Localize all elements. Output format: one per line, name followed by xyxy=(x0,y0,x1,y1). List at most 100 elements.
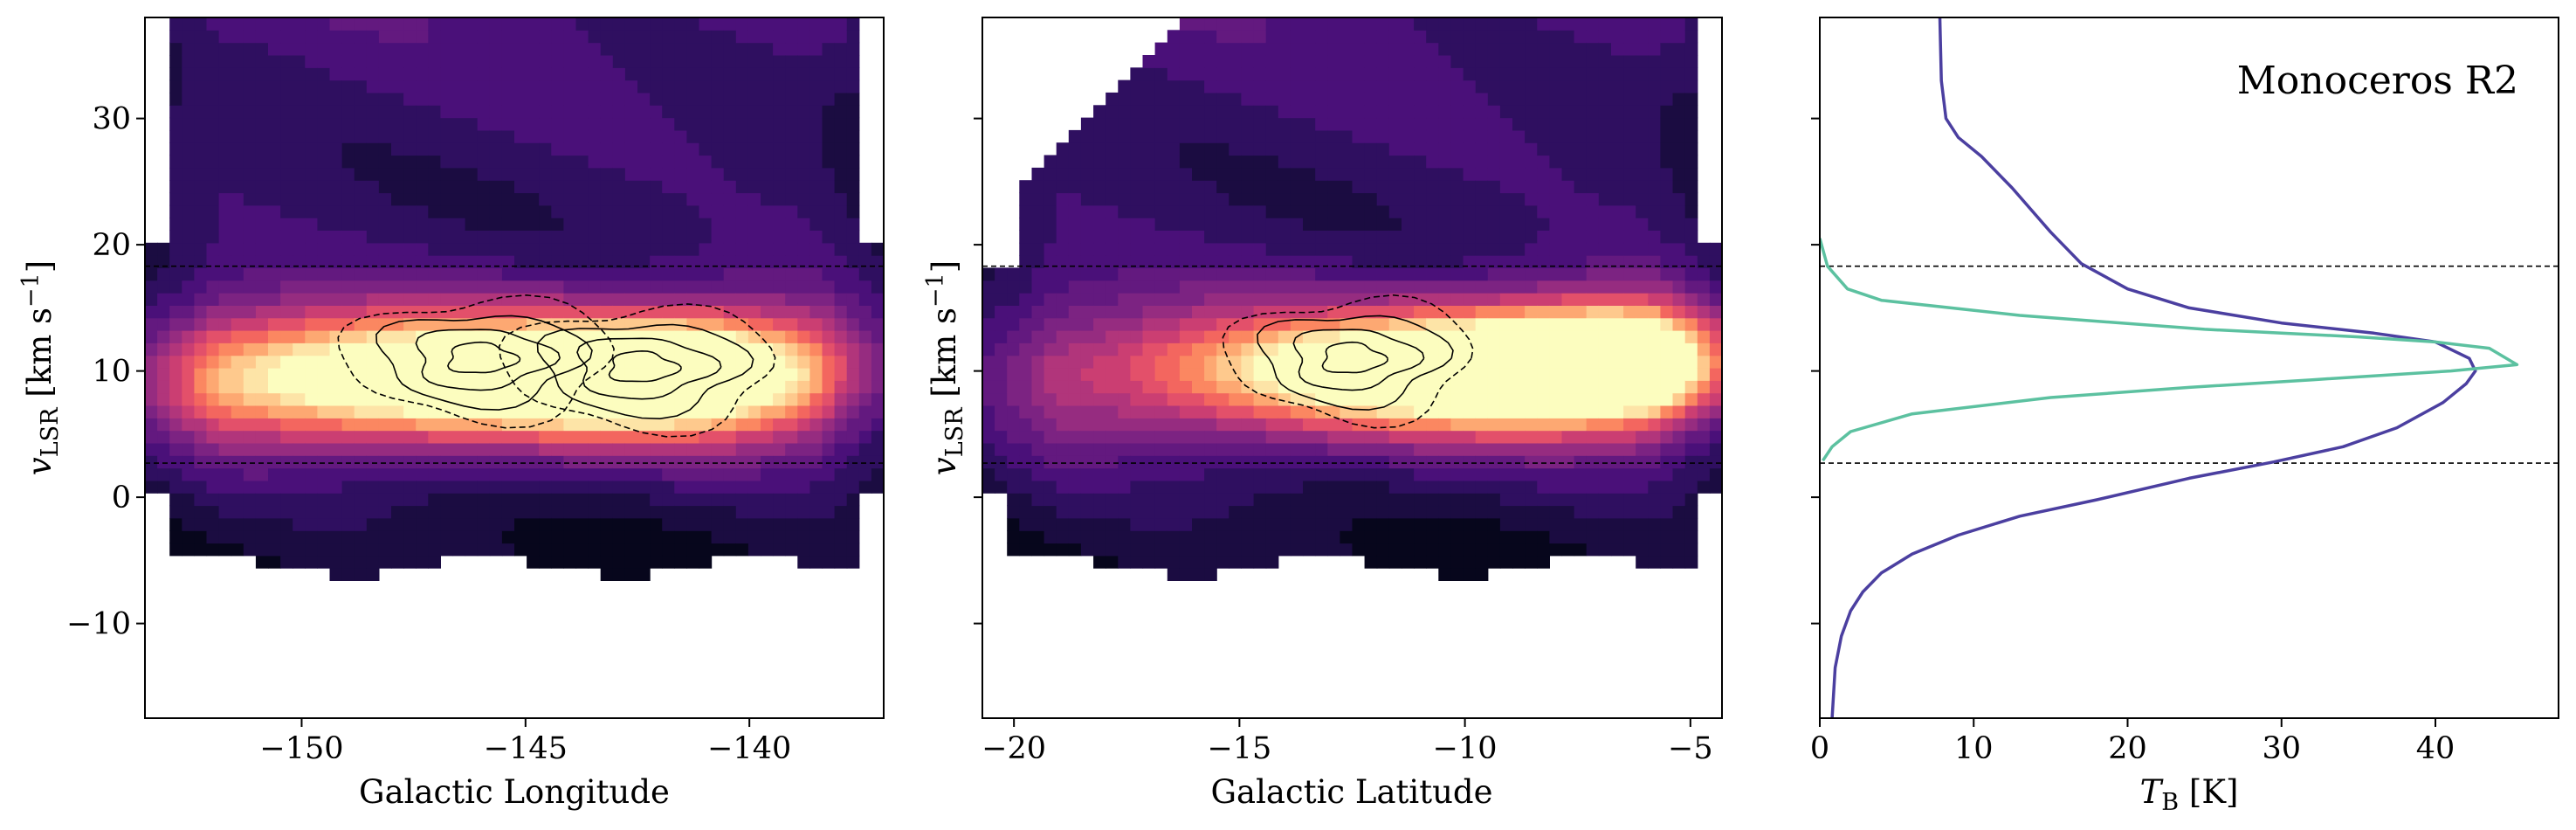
heatmap-cell xyxy=(1154,368,1168,381)
heatmap-cell xyxy=(588,267,602,281)
heatmap-cell xyxy=(157,317,170,331)
heatmap-cell xyxy=(280,105,293,119)
heatmap-cell xyxy=(341,517,355,531)
heatmap-cell xyxy=(206,455,220,469)
heatmap-cell xyxy=(1376,442,1390,456)
heatmap-cell xyxy=(1549,180,1563,194)
heatmap-cell xyxy=(1648,405,1661,418)
heatmap-cell xyxy=(1007,355,1020,369)
heatmap-cell xyxy=(846,430,860,444)
x-tick-label: −20 xyxy=(981,731,1046,766)
heatmap-cell xyxy=(501,305,515,319)
heatmap-cell xyxy=(637,380,651,394)
heatmap-cell xyxy=(1611,167,1624,181)
heatmap-cell xyxy=(1179,493,1193,507)
heatmap-cell xyxy=(1056,480,1070,494)
heatmap-cell xyxy=(1303,430,1316,444)
heatmap-cell xyxy=(169,293,183,306)
heatmap-cell xyxy=(206,442,220,456)
heatmap-cell xyxy=(1093,105,1106,119)
heatmap-cell xyxy=(588,117,602,131)
heatmap-cell xyxy=(1192,17,1205,31)
heatmap-cell xyxy=(650,330,663,343)
heatmap-cell xyxy=(1414,467,1427,481)
heatmap-cell xyxy=(1561,405,1575,418)
heatmap-cell xyxy=(1303,480,1316,494)
heatmap-cell xyxy=(822,505,836,519)
heatmap-cell xyxy=(1475,430,1489,444)
heatmap-cell xyxy=(1229,67,1242,81)
heatmap-cell xyxy=(341,392,355,406)
heatmap-cell xyxy=(354,280,368,294)
heatmap-cell xyxy=(1253,180,1267,194)
heatmap-cell xyxy=(1080,330,1094,343)
heatmap-cell xyxy=(1192,493,1205,507)
heatmap-cell xyxy=(1499,305,1513,319)
heatmap-cell xyxy=(650,543,663,557)
heatmap-cell xyxy=(797,42,810,56)
heatmap-cell xyxy=(1611,505,1624,519)
heatmap-cell xyxy=(600,267,614,281)
heatmap-cell xyxy=(1426,543,1439,557)
heatmap-cell xyxy=(157,342,170,356)
heatmap-cell xyxy=(157,442,170,456)
heatmap-cell xyxy=(341,230,355,244)
heatmap-cell xyxy=(145,480,158,494)
heatmap-cell xyxy=(846,218,860,231)
heatmap-cell xyxy=(1402,17,1415,31)
heatmap-cell xyxy=(391,317,404,331)
heatmap-cell xyxy=(1426,280,1439,294)
heatmap-cell xyxy=(1598,330,1612,343)
heatmap-cell xyxy=(477,517,491,531)
heatmap-cell xyxy=(600,155,614,169)
heatmap-cell xyxy=(1327,280,1340,294)
heatmap-cell xyxy=(575,267,589,281)
heatmap-cell xyxy=(403,30,417,44)
heatmap-cell xyxy=(1130,67,1144,81)
heatmap-cell xyxy=(329,117,343,131)
heatmap-cell xyxy=(378,480,392,494)
heatmap-cell xyxy=(243,543,257,557)
heatmap-cell xyxy=(1340,368,1353,381)
heatmap-cell xyxy=(1216,355,1229,369)
heatmap-cell xyxy=(1118,218,1131,231)
heatmap-cell xyxy=(293,392,306,406)
heatmap-cell xyxy=(1093,330,1106,343)
heatmap-cell xyxy=(1352,242,1366,256)
heatmap-cell xyxy=(403,555,417,569)
heatmap-cell xyxy=(1684,30,1698,44)
heatmap-cell xyxy=(1525,117,1538,131)
heatmap-cell xyxy=(305,105,318,119)
heatmap-cell xyxy=(231,430,245,444)
heatmap-cell xyxy=(1179,30,1193,44)
heatmap-cell xyxy=(662,380,675,394)
heatmap-cell xyxy=(452,30,466,44)
contour-line xyxy=(536,323,754,420)
heatmap-cell xyxy=(1192,355,1205,369)
heatmap-cell xyxy=(773,192,786,206)
heatmap-cell xyxy=(1179,555,1193,569)
heatmap-cell xyxy=(1376,80,1390,93)
heatmap-cell xyxy=(822,80,836,93)
heatmap-cell xyxy=(477,267,491,281)
heatmap-cell xyxy=(1586,330,1600,343)
heatmap-cell xyxy=(1388,117,1402,131)
heatmap-cell xyxy=(1142,105,1156,119)
heatmap-cell xyxy=(1364,80,1378,93)
heatmap-cell xyxy=(1549,218,1563,231)
heatmap-cell xyxy=(1549,142,1563,156)
heatmap-cell xyxy=(169,418,183,432)
heatmap-cell xyxy=(218,355,232,369)
heatmap-cell xyxy=(514,442,527,456)
heatmap-cell xyxy=(1364,467,1378,481)
heatmap-cell xyxy=(428,180,441,194)
heatmap-cell xyxy=(785,280,798,294)
heatmap-cell xyxy=(686,380,700,394)
heatmap-cell xyxy=(1450,255,1464,268)
heatmap-cell xyxy=(1561,180,1575,194)
heatmap-cell xyxy=(527,218,540,231)
heatmap-cell xyxy=(1118,380,1131,394)
heatmap-cell xyxy=(1154,255,1168,268)
heatmap-cell xyxy=(1167,204,1181,218)
heatmap-cell xyxy=(551,293,564,306)
